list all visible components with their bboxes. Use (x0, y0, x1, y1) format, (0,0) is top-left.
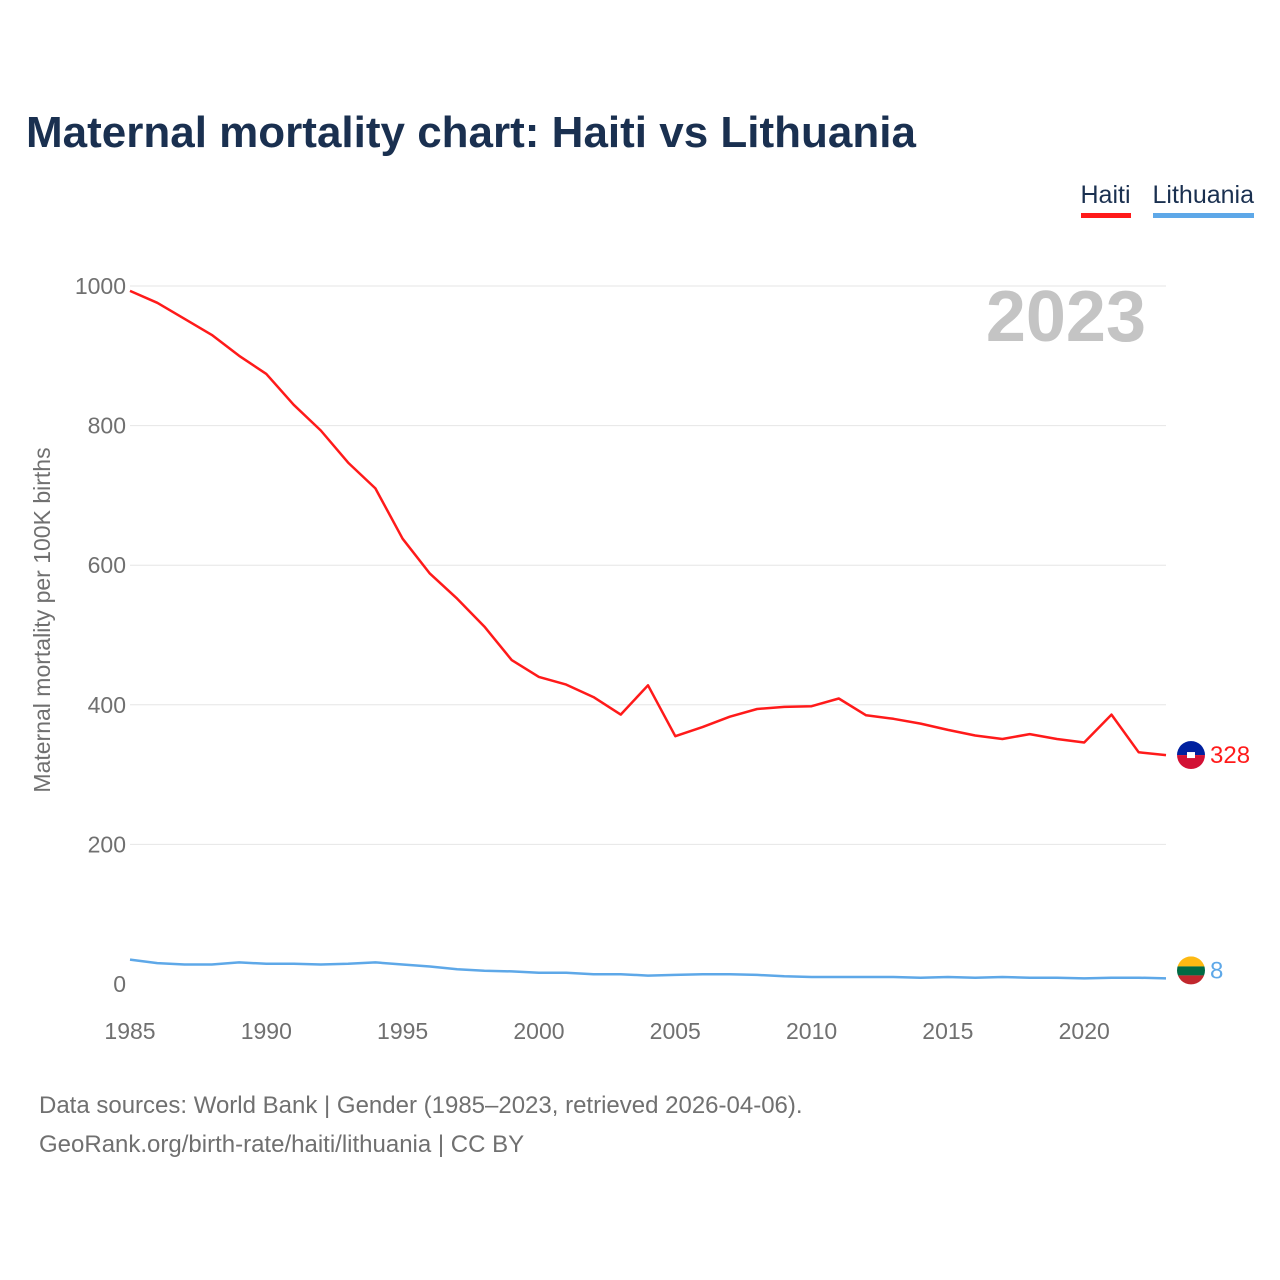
lithuania-flag-icon (1177, 956, 1205, 985)
chart-title: Maternal mortality chart: Haiti vs Lithu… (26, 108, 916, 157)
x-tick-label: 2005 (650, 1018, 701, 1044)
y-tick-label: 1000 (75, 273, 126, 299)
haiti-flag-icon (1177, 741, 1205, 770)
end-value-label-lithuania: 8 (1210, 957, 1223, 984)
x-tick-label: 1985 (104, 1018, 155, 1044)
x-tick-label: 1990 (241, 1018, 292, 1044)
end-value-label-haiti: 328 (1210, 742, 1250, 769)
series-line-haiti[interactable] (129, 289, 1167, 757)
x-tick-label: 2000 (513, 1018, 564, 1044)
y-tick-label: 200 (88, 831, 126, 857)
x-tick-label: 2015 (922, 1018, 973, 1044)
y-tick-label: 0 (113, 971, 126, 997)
grid-lines (130, 285, 1166, 845)
y-axis-label: Maternal mortality per 100K births (29, 447, 55, 792)
end-markers: 328 8 (1177, 741, 1250, 985)
y-axis-ticks: 0 200 400 600 800 1000 (75, 273, 126, 997)
x-tick-label: 2010 (786, 1018, 837, 1044)
footer-link[interactable]: GeoRank.org/birth-rate/haiti/lithuania |… (39, 1131, 525, 1158)
legend-item-haiti[interactable]: Haiti (1080, 181, 1131, 218)
series-line-lithuania[interactable] (129, 958, 1167, 980)
x-tick-label: 1995 (377, 1018, 428, 1044)
year-label: 2023 (986, 277, 1146, 357)
y-tick-label: 600 (88, 552, 126, 578)
x-axis-ticks: 1985 1990 1995 2000 2005 2010 2015 2020 (104, 1018, 1109, 1044)
series-group (129, 289, 1167, 980)
footer-sources: Data sources: World Bank | Gender (1985–… (39, 1092, 803, 1119)
x-tick-label: 2020 (1059, 1018, 1110, 1044)
y-tick-label: 800 (88, 413, 126, 439)
legend: Haiti Lithuania (1080, 181, 1254, 218)
legend-item-lithuania[interactable]: Lithuania (1152, 181, 1254, 218)
y-tick-label: 400 (88, 692, 126, 718)
footer: Data sources: World Bank | Gender (1985–… (39, 1086, 803, 1164)
